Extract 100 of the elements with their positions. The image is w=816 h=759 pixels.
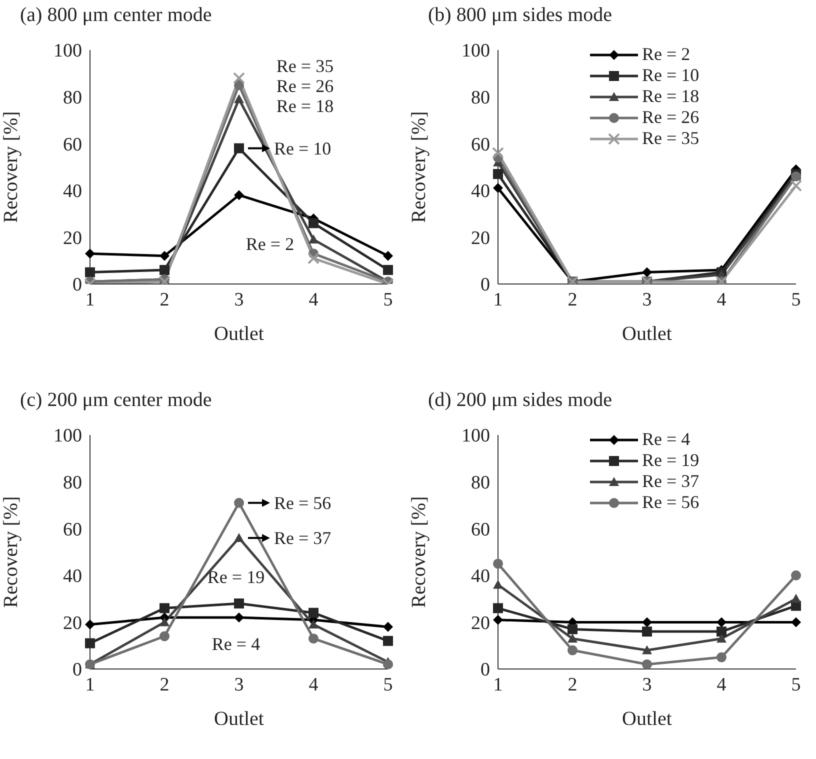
point: [234, 94, 244, 104]
x-axis-title: Outlet: [622, 708, 672, 730]
point: [568, 645, 578, 656]
point: [642, 267, 652, 278]
point: [716, 626, 726, 637]
point: [568, 624, 578, 634]
point: [642, 645, 652, 654]
y-axis-title: Recovery [%]: [0, 496, 22, 608]
point: [160, 264, 170, 275]
x-tick-label: 4: [308, 289, 319, 310]
y-tick-label: 60: [63, 519, 82, 540]
legend-label: Re = 35: [642, 128, 700, 149]
point: [642, 626, 652, 637]
point: [160, 250, 170, 261]
point: [493, 558, 503, 569]
point: [85, 267, 95, 278]
point: [234, 612, 244, 623]
point: [791, 594, 801, 603]
point: [234, 190, 244, 200]
x-tick-label: 3: [234, 289, 244, 310]
point: [308, 234, 318, 244]
point: [233, 72, 245, 84]
point: [383, 659, 393, 669]
annotation: Re = 2: [246, 234, 294, 254]
point: [383, 622, 393, 632]
y-tick-label: 40: [471, 181, 490, 202]
point: [642, 617, 652, 628]
x-axis-title: Outlet: [622, 323, 672, 345]
y-tick-label: 100: [462, 40, 490, 62]
point: [308, 620, 318, 629]
point: [642, 659, 652, 669]
y-tick-label: 80: [63, 472, 82, 494]
point: [716, 634, 726, 643]
point: [234, 143, 244, 154]
y-tick-label: 60: [63, 134, 82, 156]
annotation: Re = 56: [274, 492, 332, 513]
point: [568, 634, 578, 643]
point: [308, 634, 318, 644]
point: [234, 532, 244, 542]
point: [492, 146, 504, 159]
point: [308, 608, 318, 618]
point: [85, 638, 95, 648]
x-tick-label: 4: [716, 289, 727, 310]
y-tick-label: 60: [471, 134, 490, 156]
y-tick-label: 80: [471, 472, 490, 494]
y-axis-title: Recovery [%]: [408, 496, 430, 608]
point: [493, 169, 503, 180]
y-tick-label: 40: [63, 566, 82, 588]
annotation: Re = 26: [276, 76, 334, 96]
annotation: Re = 37: [274, 528, 332, 548]
point: [234, 498, 244, 508]
y-axis-title: Recovery [%]: [0, 111, 22, 223]
y-tick-label: 20: [63, 612, 82, 634]
point: [383, 264, 393, 275]
x-tick-label: 5: [791, 289, 801, 310]
point: [791, 570, 801, 580]
x-tick-label: 5: [791, 674, 801, 696]
point: [234, 598, 244, 608]
y-tick-label: 40: [63, 181, 82, 202]
point: [160, 603, 170, 614]
y-tick-label: 40: [471, 566, 490, 588]
y-tick-label: 0: [480, 660, 490, 681]
x-axis-title: Outlet: [214, 323, 264, 345]
x-tick-label: 2: [568, 674, 578, 696]
chart-title: (c) 200 μm center mode: [20, 389, 212, 412]
y-tick-label: 80: [63, 88, 82, 109]
point: [308, 252, 320, 264]
chart-title: (d) 200 μm sides mode: [428, 389, 612, 412]
annotation: Re = 18: [276, 96, 334, 116]
y-tick-label: 100: [462, 426, 490, 447]
point: [234, 80, 244, 90]
x-tick-label: 1: [493, 674, 503, 696]
point: [85, 248, 95, 259]
y-tick-label: 100: [54, 426, 82, 447]
x-tick-label: 2: [160, 674, 170, 696]
legend-label: Re = 19: [642, 450, 700, 471]
x-axis-title: Outlet: [214, 708, 264, 730]
annotation: Re = 10: [274, 138, 332, 158]
point: [716, 617, 726, 628]
y-tick-label: 20: [471, 612, 490, 634]
point: [493, 614, 503, 625]
x-tick-label: 5: [383, 289, 393, 310]
x-tick-label: 4: [308, 674, 319, 696]
y-tick-label: 0: [72, 660, 82, 681]
legend-label: Re = 10: [642, 65, 700, 86]
y-tick-label: 100: [54, 40, 82, 62]
y-tick-label: 60: [471, 519, 490, 540]
point: [160, 631, 170, 642]
annotation: Re = 19: [207, 567, 265, 587]
x-tick-label: 5: [383, 674, 393, 696]
point: [716, 652, 726, 662]
point: [383, 250, 393, 261]
annotation: Re = 35: [276, 56, 334, 76]
point: [493, 183, 503, 194]
legend-label: Re = 4: [642, 429, 690, 450]
y-tick-label: 0: [480, 274, 490, 296]
y-tick-label: 80: [471, 88, 490, 109]
x-tick-label: 1: [493, 289, 503, 310]
legend-label: Re = 26: [642, 107, 700, 128]
x-tick-label: 1: [85, 289, 95, 310]
